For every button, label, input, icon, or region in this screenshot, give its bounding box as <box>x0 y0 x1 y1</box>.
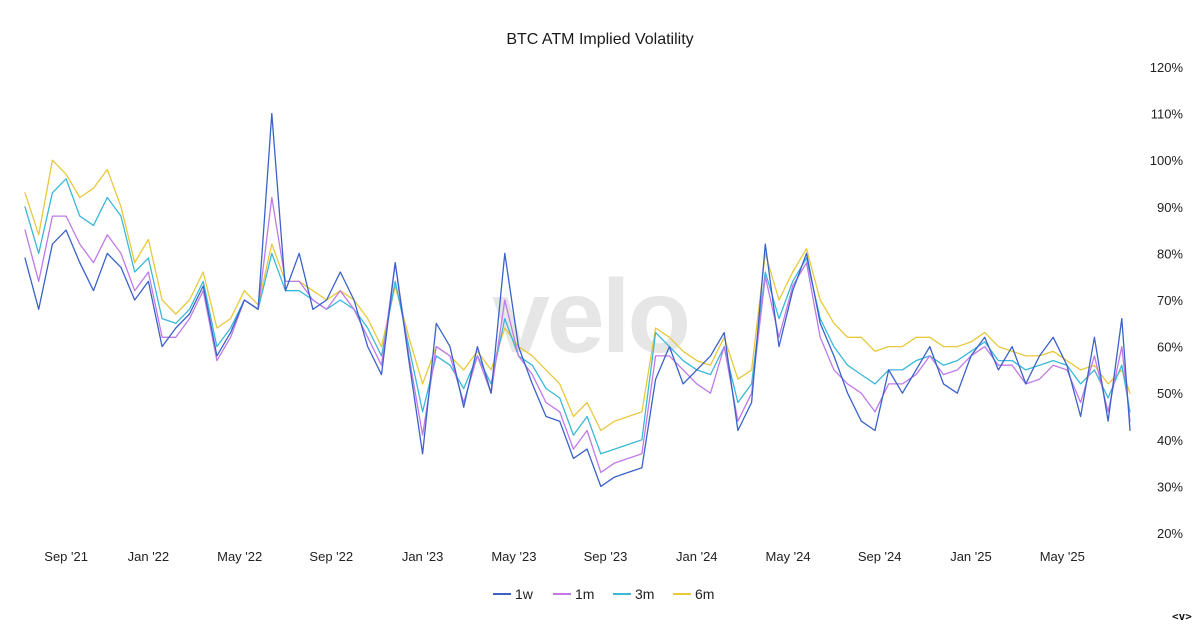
y-tick-label: 90% <box>1157 200 1183 215</box>
legend-item-1m[interactable]: 1m <box>553 586 594 602</box>
y-tick-label: 50% <box>1157 386 1183 401</box>
legend-label: 1m <box>575 586 594 602</box>
series-line-1m <box>24 196 1131 474</box>
legend-item-3m[interactable]: 3m <box>613 586 654 602</box>
x-tick-label: May '23 <box>491 549 536 564</box>
y-tick-label: 70% <box>1157 293 1183 308</box>
x-tick-label: Jan '22 <box>128 549 170 564</box>
x-tick-label: Sep '22 <box>309 549 353 564</box>
y-tick-label: 60% <box>1157 340 1183 355</box>
series-line-3m <box>24 178 1131 455</box>
y-tick-label: 110% <box>1151 107 1184 122</box>
y-axis: 20% 30% 40% 50% 60% 70% 80% 90% 100% 110% 120% <box>1150 60 1184 541</box>
x-tick-label: Jan '23 <box>402 549 444 564</box>
x-tick-label: Sep '24 <box>858 549 902 564</box>
legend-item-6m[interactable]: 6m <box>673 586 714 602</box>
legend: 1w 1m 3m 6m <box>493 586 714 602</box>
legend-label: 6m <box>695 586 714 602</box>
code-brackets-icon[interactable]: <v> <box>1172 610 1192 623</box>
x-tick-label: May '24 <box>766 549 811 564</box>
legend-item-1w[interactable]: 1w <box>493 586 534 602</box>
x-tick-label: Sep '21 <box>44 549 88 564</box>
y-tick-label: 80% <box>1157 246 1183 261</box>
legend-label: 3m <box>635 586 654 602</box>
series-line-1w <box>24 112 1131 488</box>
y-tick-label: 20% <box>1157 526 1183 541</box>
x-tick-label: Jan '24 <box>676 549 718 564</box>
legend-label: 1w <box>515 586 534 602</box>
x-tick-label: May '22 <box>217 549 262 564</box>
y-tick-label: 120% <box>1150 60 1184 75</box>
y-tick-label: 30% <box>1157 479 1183 494</box>
y-tick-label: 100% <box>1150 153 1184 168</box>
x-axis: Sep '21 Jan '22 May '22 Sep '22 Jan '23 May '… <box>44 549 1085 564</box>
x-tick-label: May '25 <box>1040 549 1085 564</box>
plot-area <box>24 112 1131 488</box>
chart-title: BTC ATM Implied Volatility <box>506 31 693 48</box>
series-line-6m <box>24 159 1131 432</box>
y-tick-label: 40% <box>1157 433 1183 448</box>
x-tick-label: Jan '25 <box>950 549 992 564</box>
x-tick-label: Sep '23 <box>584 549 628 564</box>
